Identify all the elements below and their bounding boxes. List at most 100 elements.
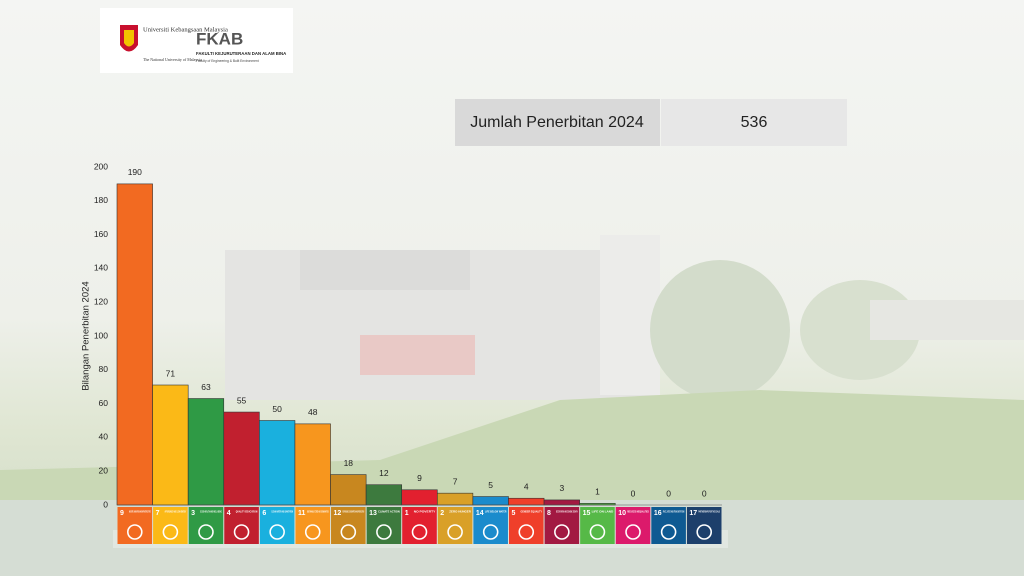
sdg-name: LIFE ON LAND <box>592 511 614 514</box>
x-tick-label: 9 <box>120 510 124 517</box>
summary-label-cell <box>455 99 660 146</box>
bar <box>294 423 331 506</box>
x-tick-label: 15 <box>583 510 591 517</box>
sdg-icon: 6 CLEAN WATER AND SANITATION <box>259 507 295 544</box>
summary-value-cell <box>661 99 847 146</box>
sdg-name: GOOD HEALTH AND WELL-BEING <box>200 511 222 514</box>
bar <box>330 474 367 506</box>
sdg-icon: 10 REDUCED INEQUALITIES <box>615 507 651 544</box>
x-tick-label: 11 <box>298 510 306 517</box>
value-label: 190 <box>128 167 142 177</box>
value-label: 0 <box>666 488 671 498</box>
logo-faculty-en: Faculty of Engineering & Built Environme… <box>196 59 259 63</box>
summary-label: Jumlah Penerbitan 2024 <box>470 114 644 131</box>
y-tick-label: 160 <box>94 229 108 239</box>
sdg-icon-glyph <box>554 524 570 540</box>
y-tick-label: 40 <box>99 432 109 442</box>
value-label: 0 <box>702 488 707 498</box>
bar <box>543 499 580 506</box>
sdg-icon-glyph <box>625 524 641 540</box>
sdg-icon-glyph <box>696 524 713 540</box>
value-label: 55 <box>237 395 247 405</box>
value-label: 50 <box>272 404 282 414</box>
value-label: 48 <box>308 407 318 417</box>
logo-faculty-short: FKAB <box>196 29 243 48</box>
sdg-name: CLIMATE ACTION <box>378 511 400 514</box>
sdg-name: PARTNERSHIPS FOR THE GOALS <box>698 511 720 514</box>
sdg-icon: 3 GOOD HEALTH AND WELL-BEING <box>188 507 224 544</box>
value-label: 71 <box>166 368 176 378</box>
sdg-name: NO POVERTY <box>414 511 436 514</box>
x-tick-label: 14 <box>476 510 484 517</box>
y-tick-label: 60 <box>99 398 109 408</box>
sdg-icon: 9 INDUSTRY, INNOVATION AND INFRASTRUCTURE <box>117 507 153 544</box>
sdg-name: QUALITY EDUCATION <box>236 511 258 514</box>
y-tick-label: 0 <box>103 499 108 509</box>
y-tick-label: 180 <box>94 195 108 205</box>
x-tick-label: 5 <box>511 510 515 517</box>
bar <box>116 183 153 506</box>
sdg-icon: 2 ZERO HUNGER <box>437 507 473 544</box>
sdg-icon: 8 DECENT WORK AND ECONOMIC GROWTH <box>544 507 580 544</box>
logo-faculty: FAKULTI KEJURUTERAAN DAN ALAM BINA <box>196 51 286 56</box>
sdg-name: ZERO HUNGER <box>449 511 471 514</box>
sdg-icon: 1 NO POVERTY <box>402 507 437 544</box>
x-tick-label: 16 <box>654 510 662 517</box>
x-tick-label: 17 <box>689 510 697 517</box>
value-label: 0 <box>631 488 636 498</box>
value-label: 7 <box>453 476 458 486</box>
sdg-name: GENDER EQUALITY <box>520 511 542 514</box>
sdg-icon-glyph <box>411 524 428 540</box>
sdg-name: LIFE BELOW WATER <box>485 511 507 514</box>
sdg-icon-glyph <box>304 524 321 540</box>
sdg-icon: 4 QUALITY EDUCATION <box>224 507 259 544</box>
value-label: 1 <box>595 487 600 497</box>
y-axis-label: Bilangan Penerbitan 2024 <box>81 281 92 390</box>
sdg-icon: 7 AFFORDABLE AND CLEAN ENERGY <box>153 507 188 544</box>
y-tick-label: 200 <box>94 161 108 171</box>
sdg-icon: 15 LIFE ON LAND <box>580 507 615 544</box>
value-label: 5 <box>488 480 493 490</box>
sdg-icon-glyph <box>340 524 357 540</box>
x-tick-label: 13 <box>369 510 377 517</box>
logo-university: Universiti Kebangsaan Malaysia <box>143 26 228 33</box>
x-tick-label: 7 <box>156 510 160 517</box>
value-label: 9 <box>417 473 422 483</box>
summary-box: Jumlah Penerbitan 2024 536 <box>455 99 847 146</box>
sdg-name: AFFORDABLE AND CLEAN ENERGY <box>165 511 187 514</box>
value-label: 3 <box>559 483 564 493</box>
x-tick-label: 3 <box>191 510 195 517</box>
bar <box>259 420 296 506</box>
sdg-icon: 12 RESPONSIBLE CONSUMPTION AND PRODUCTION <box>331 507 366 544</box>
sdg-icon-glyph <box>162 524 179 540</box>
x-tick-label: 8 <box>547 510 551 517</box>
x-tick-label: 6 <box>262 510 266 517</box>
x-tick-label: 4 <box>227 510 231 517</box>
bar <box>401 489 438 506</box>
bar <box>152 384 189 506</box>
sdg-name: PEACE, JUSTICE AND STRONG INSTITUTIONS <box>663 511 685 514</box>
sdg-name: DECENT WORK AND ECONOMIC GROWTH <box>556 511 578 514</box>
sdg-icon-glyph <box>126 524 143 540</box>
sdg-name: CLEAN WATER AND SANITATION <box>271 511 293 514</box>
bar <box>365 484 403 506</box>
x-tick-label: 10 <box>618 510 626 517</box>
sdg-icon-glyph <box>447 524 463 540</box>
sdg-icon-glyph <box>660 524 677 540</box>
sdg-icon: 11 SUSTAINABLE CITIES AND COMMUNITIES <box>295 507 331 544</box>
sdg-icon-glyph <box>376 524 392 540</box>
bar <box>223 411 260 506</box>
sdg-name: INDUSTRY, INNOVATION AND INFRASTRUCTURE <box>129 511 151 514</box>
sdg-icon: 13 CLIMATE ACTION <box>366 507 402 544</box>
x-tick-label: 2 <box>440 510 444 517</box>
value-label: 4 <box>524 481 529 491</box>
y-tick-label: 80 <box>99 364 109 374</box>
bar <box>472 496 509 506</box>
sdg-icon: 5 GENDER EQUALITY <box>508 507 544 544</box>
summary-value: 536 <box>741 114 768 131</box>
bar <box>508 497 545 506</box>
sdg-icon-glyph <box>198 524 214 540</box>
value-label: 63 <box>201 382 211 392</box>
